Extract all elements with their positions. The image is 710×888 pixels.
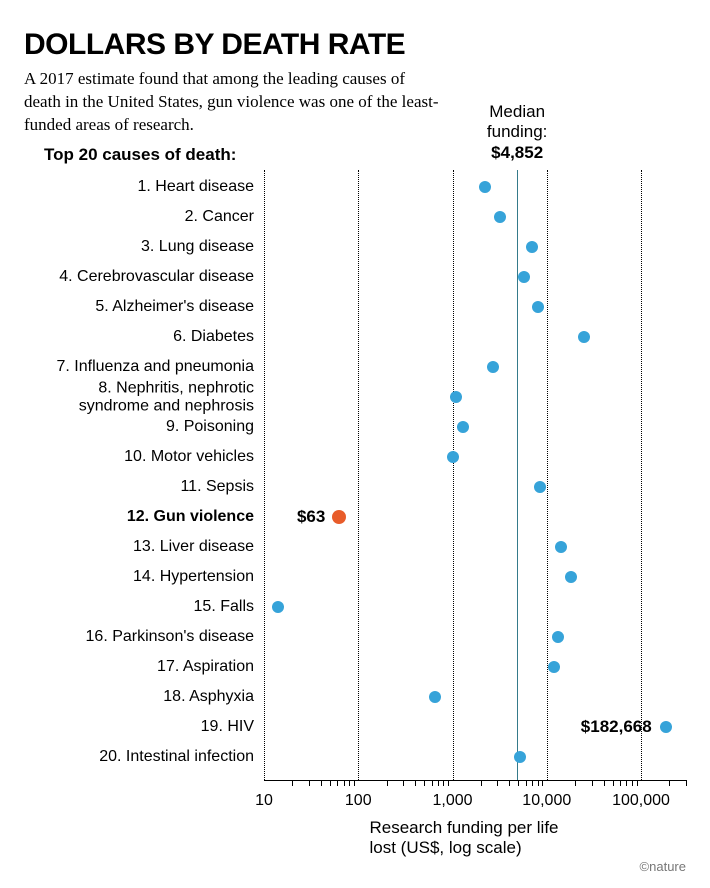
row-label: 19. HIV: [24, 718, 254, 736]
data-dot: [479, 181, 491, 193]
data-dot: [494, 211, 506, 223]
data-row: 13. Liver disease: [24, 532, 686, 562]
data-dot: [487, 361, 499, 373]
x-tick-label: 10: [255, 792, 273, 810]
data-dot: [534, 481, 546, 493]
chart-subtitle: A 2017 estimate found that among the lea…: [24, 68, 444, 137]
row-label: 16. Parkinson's disease: [24, 628, 254, 646]
data-row: 3. Lung disease: [24, 232, 686, 262]
row-label: 9. Poisoning: [24, 418, 254, 436]
row-label: 4. Cerebrovascular disease: [24, 268, 254, 286]
data-row: 1. Heart disease: [24, 172, 686, 202]
row-label: 2. Cancer: [24, 208, 254, 226]
chart-title: DOLLARS BY DEATH RATE: [24, 28, 686, 62]
data-row: 9. Poisoning: [24, 412, 686, 442]
row-label: 7. Influenza and pneumonia: [24, 358, 254, 376]
data-row: 11. Sepsis: [24, 472, 686, 502]
row-label: 6. Diabetes: [24, 328, 254, 346]
data-row: 20. Intestinal infection: [24, 742, 686, 772]
x-axis-label: Research funding per life lost (US$, log…: [370, 818, 581, 858]
data-row: 7. Influenza and pneumonia: [24, 352, 686, 382]
row-label: 18. Asphyxia: [24, 688, 254, 706]
row-label: 15. Falls: [24, 598, 254, 616]
data-row: 18. Asphyxia: [24, 682, 686, 712]
row-label: 20. Intestinal infection: [24, 748, 254, 766]
row-label: 3. Lung disease: [24, 238, 254, 256]
median-label-line1: Median: [489, 102, 545, 121]
x-tick-label: 1,000: [432, 792, 472, 810]
data-dot: [272, 601, 284, 613]
highlight-dot: [332, 510, 346, 524]
data-row: 16. Parkinson's disease: [24, 622, 686, 652]
x-tick-label: 10,000: [522, 792, 571, 810]
minor-tick: [686, 780, 687, 786]
data-row: 8. Nephritis, nephroticsyndrome and neph…: [24, 382, 686, 412]
row-label: 13. Liver disease: [24, 538, 254, 556]
row-label: 8. Nephritis, nephroticsyndrome and neph…: [24, 379, 254, 414]
median-label-line2: funding:: [487, 122, 548, 141]
row-label: 1. Heart disease: [24, 178, 254, 196]
axis-baseline: [264, 780, 686, 781]
row-label: 17. Aspiration: [24, 658, 254, 676]
callout-label: $63: [297, 507, 325, 527]
row-label: 10. Motor vehicles: [24, 448, 254, 466]
data-row: 2. Cancer: [24, 202, 686, 232]
row-label: 14. Hypertension: [24, 568, 254, 586]
data-dot: [518, 271, 530, 283]
data-dot: [429, 691, 441, 703]
data-dot: [450, 391, 462, 403]
data-dot: [555, 541, 567, 553]
data-dot: [514, 751, 526, 763]
data-dot: [660, 721, 672, 733]
chart-area: Top 20 causes of death: Median funding: …: [24, 140, 686, 830]
data-row: 10. Motor vehicles: [24, 442, 686, 472]
x-tick-label: 100: [345, 792, 372, 810]
credit: ©nature: [640, 859, 686, 874]
data-row: 15. Falls: [24, 592, 686, 622]
row-label: 12. Gun violence: [24, 508, 254, 526]
data-dot: [447, 451, 459, 463]
plot-region: 10 100 1,000 10,000 100,000 1. Heart disease 2…: [24, 140, 686, 830]
data-row: 14. Hypertension: [24, 562, 686, 592]
data-row: 17. Aspiration: [24, 652, 686, 682]
callout-label: $182,668: [581, 717, 652, 737]
row-label: 5. Alzheimer's disease: [24, 298, 254, 316]
data-dot: [548, 661, 560, 673]
data-dot: [526, 241, 538, 253]
data-dot: [532, 301, 544, 313]
data-row: 12. Gun violence: [24, 502, 686, 532]
data-dot: [578, 331, 590, 343]
data-row: 5. Alzheimer's disease: [24, 292, 686, 322]
data-dot: [552, 631, 564, 643]
x-tick-label: 100,000: [612, 792, 670, 810]
data-dot: [565, 571, 577, 583]
data-row: 4. Cerebrovascular disease: [24, 262, 686, 292]
row-label: 11. Sepsis: [24, 478, 254, 496]
data-dot: [457, 421, 469, 433]
